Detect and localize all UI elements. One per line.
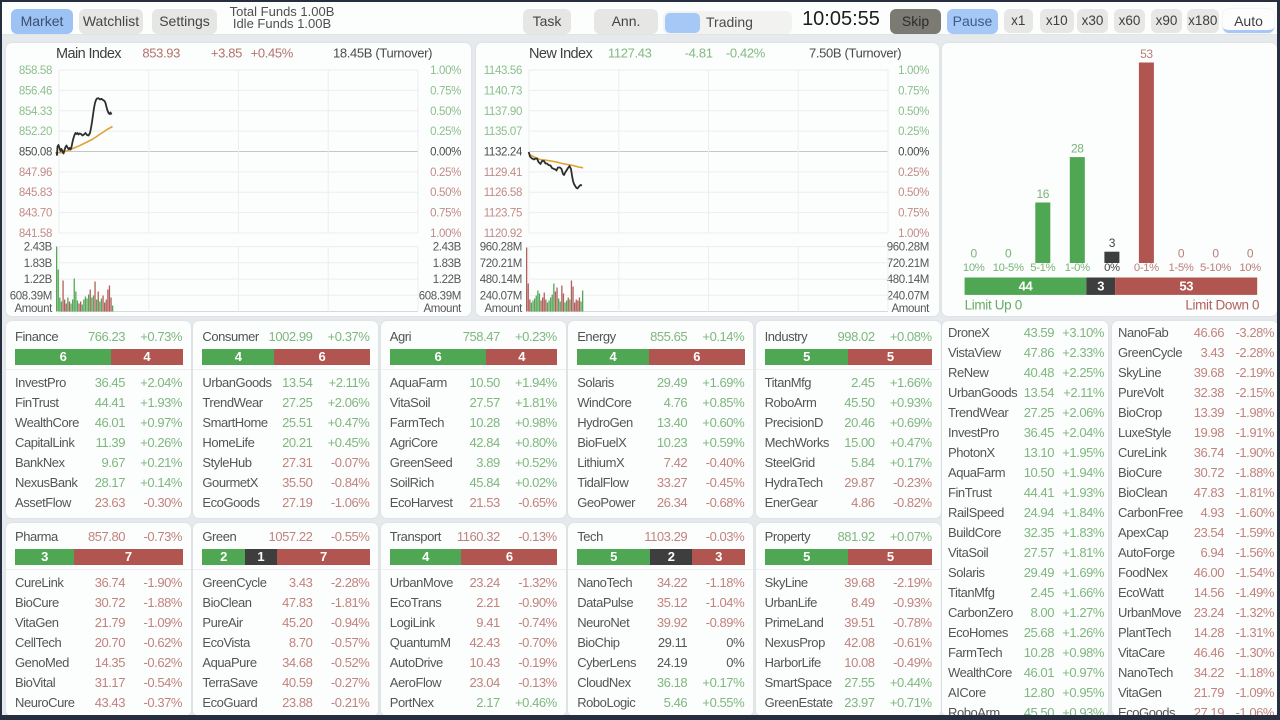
svg-text:240.07M: 240.07M <box>887 290 929 302</box>
svg-text:1140.73: 1140.73 <box>484 85 522 97</box>
svg-text:0.25%: 0.25% <box>898 126 929 138</box>
svg-text:852.20: 852.20 <box>19 126 52 138</box>
svg-text:1.00%: 1.00% <box>898 228 929 240</box>
svg-text:10%: 10% <box>1239 262 1261 274</box>
svg-text:+3.85: +3.85 <box>211 46 242 61</box>
svg-text:10%: 10% <box>963 262 985 274</box>
svg-text:240.07M: 240.07M <box>480 290 522 302</box>
svg-text:3: 3 <box>1109 236 1116 250</box>
svg-text:1.83B: 1.83B <box>24 258 53 270</box>
svg-text:0: 0 <box>1212 247 1219 261</box>
svg-text:841.58: 841.58 <box>19 228 52 240</box>
svg-text:1.00%: 1.00% <box>898 65 929 77</box>
svg-text:1.83B: 1.83B <box>433 258 462 270</box>
svg-text:1132.24: 1132.24 <box>484 147 523 159</box>
svg-text:2.43B: 2.43B <box>433 242 462 254</box>
svg-text:0: 0 <box>1005 247 1012 261</box>
svg-text:854.33: 854.33 <box>19 106 52 118</box>
svg-text:856.46: 856.46 <box>19 85 52 97</box>
svg-text:1.22B: 1.22B <box>24 274 53 286</box>
svg-text:0: 0 <box>1178 247 1185 261</box>
svg-text:3: 3 <box>1097 279 1104 294</box>
svg-text:0: 0 <box>971 247 978 261</box>
svg-text:-4.81: -4.81 <box>685 46 713 61</box>
svg-text:18.45B (Turnover): 18.45B (Turnover) <box>333 46 432 61</box>
svg-text:1123.75: 1123.75 <box>484 208 522 220</box>
svg-text:0.50%: 0.50% <box>898 187 929 199</box>
svg-text:+0.45%: +0.45% <box>251 46 294 61</box>
svg-text:853.93: 853.93 <box>142 46 180 61</box>
svg-text:0.25%: 0.25% <box>430 126 461 138</box>
svg-text:0: 0 <box>1247 247 1254 261</box>
svg-text:0.00%: 0.00% <box>430 147 461 159</box>
svg-text:Main Index: Main Index <box>56 46 122 62</box>
svg-text:5-1%: 5-1% <box>1030 262 1055 274</box>
svg-text:0.75%: 0.75% <box>898 85 929 97</box>
svg-text:16: 16 <box>1036 187 1049 201</box>
svg-text:7.50B (Turnover): 7.50B (Turnover) <box>809 46 901 61</box>
svg-text:0%: 0% <box>1104 262 1120 274</box>
svg-text:1143.56: 1143.56 <box>484 65 522 77</box>
svg-text:720.21M: 720.21M <box>480 258 522 270</box>
svg-text:5-10%: 5-10% <box>1200 262 1231 274</box>
svg-text:720.21M: 720.21M <box>887 258 929 270</box>
svg-text:2.43B: 2.43B <box>24 242 53 254</box>
svg-text:Limit Down 0: Limit Down 0 <box>1185 298 1259 313</box>
svg-text:Limit Up 0: Limit Up 0 <box>965 298 1022 313</box>
svg-text:1135.07: 1135.07 <box>484 126 522 138</box>
svg-text:960.28M: 960.28M <box>887 242 929 254</box>
svg-text:1129.41: 1129.41 <box>484 167 522 179</box>
svg-text:0.75%: 0.75% <box>898 208 929 220</box>
svg-text:New Index: New Index <box>529 46 593 62</box>
svg-text:0.75%: 0.75% <box>430 208 461 220</box>
svg-text:28: 28 <box>1071 142 1084 156</box>
svg-text:1127.43: 1127.43 <box>608 46 652 61</box>
svg-text:1.22B: 1.22B <box>433 274 462 286</box>
svg-text:1.00%: 1.00% <box>430 228 461 240</box>
svg-text:44: 44 <box>1019 279 1034 294</box>
svg-text:0.25%: 0.25% <box>430 167 461 179</box>
svg-text:847.96: 847.96 <box>19 167 52 179</box>
svg-text:845.83: 845.83 <box>19 187 52 199</box>
svg-text:10-5%: 10-5% <box>993 262 1024 274</box>
svg-text:1120.92: 1120.92 <box>484 228 522 240</box>
svg-text:Amount: Amount <box>484 303 523 315</box>
svg-text:Amount: Amount <box>14 303 53 315</box>
svg-text:Amount: Amount <box>423 303 462 315</box>
svg-text:960.28M: 960.28M <box>480 242 522 254</box>
svg-text:480.14M: 480.14M <box>480 274 522 286</box>
svg-text:0.25%: 0.25% <box>898 167 929 179</box>
svg-text:608.39M: 608.39M <box>10 290 52 302</box>
svg-text:480.14M: 480.14M <box>887 274 929 286</box>
svg-text:1126.58: 1126.58 <box>484 187 522 199</box>
svg-text:608.39M: 608.39M <box>419 290 461 302</box>
svg-text:0.50%: 0.50% <box>430 106 461 118</box>
svg-text:-0.42%: -0.42% <box>726 46 766 61</box>
svg-text:1-5%: 1-5% <box>1169 262 1194 274</box>
svg-text:0-1%: 0-1% <box>1134 262 1159 274</box>
svg-text:843.70: 843.70 <box>19 208 52 220</box>
svg-text:1-0%: 1-0% <box>1065 262 1090 274</box>
svg-text:53: 53 <box>1140 47 1153 61</box>
svg-text:Amount: Amount <box>891 303 930 315</box>
svg-text:53: 53 <box>1179 279 1193 294</box>
svg-text:0.50%: 0.50% <box>430 187 461 199</box>
svg-text:1137.90: 1137.90 <box>484 106 522 118</box>
svg-text:0.50%: 0.50% <box>898 106 929 118</box>
svg-text:0.75%: 0.75% <box>430 85 461 97</box>
svg-text:850.08: 850.08 <box>19 147 52 159</box>
svg-text:858.58: 858.58 <box>19 65 52 77</box>
svg-text:0.00%: 0.00% <box>898 147 929 159</box>
svg-text:1.00%: 1.00% <box>430 65 461 77</box>
